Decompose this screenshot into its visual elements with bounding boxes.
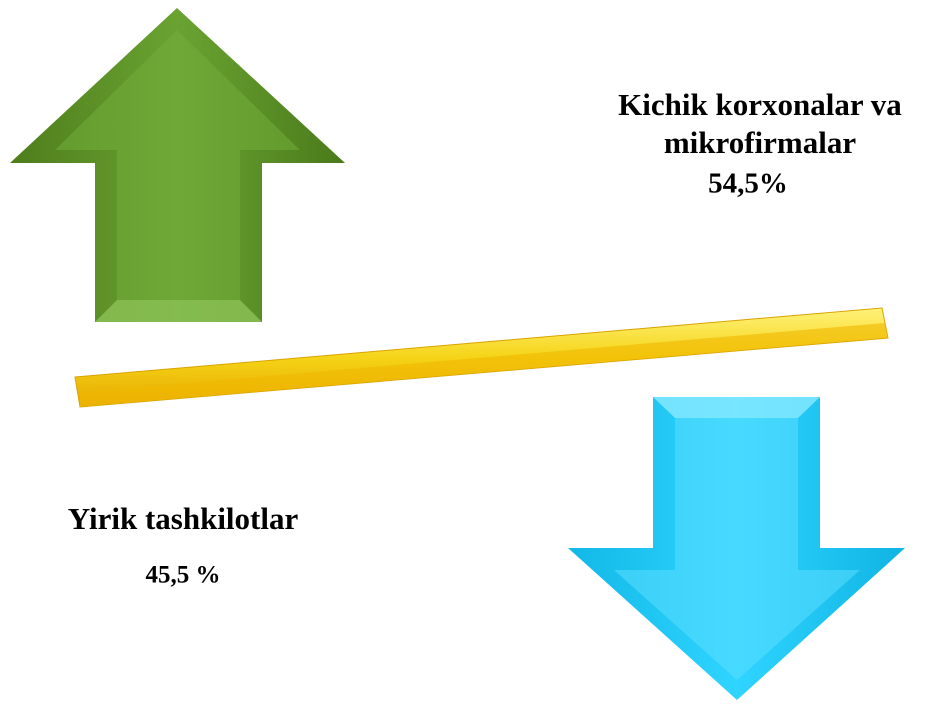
upper-label-line: mikrofirmalar	[664, 125, 857, 160]
upper-label-value: 54,5%	[708, 168, 788, 200]
upper-label-line: Kichik korxonalar va	[618, 87, 902, 122]
down-arrow	[568, 397, 905, 700]
lower-label-value: 45,5 %	[146, 562, 221, 589]
up-arrow	[10, 8, 345, 322]
lower-label-line: Yirik tashkilotlar	[68, 501, 299, 536]
balance-beam	[74, 307, 889, 408]
